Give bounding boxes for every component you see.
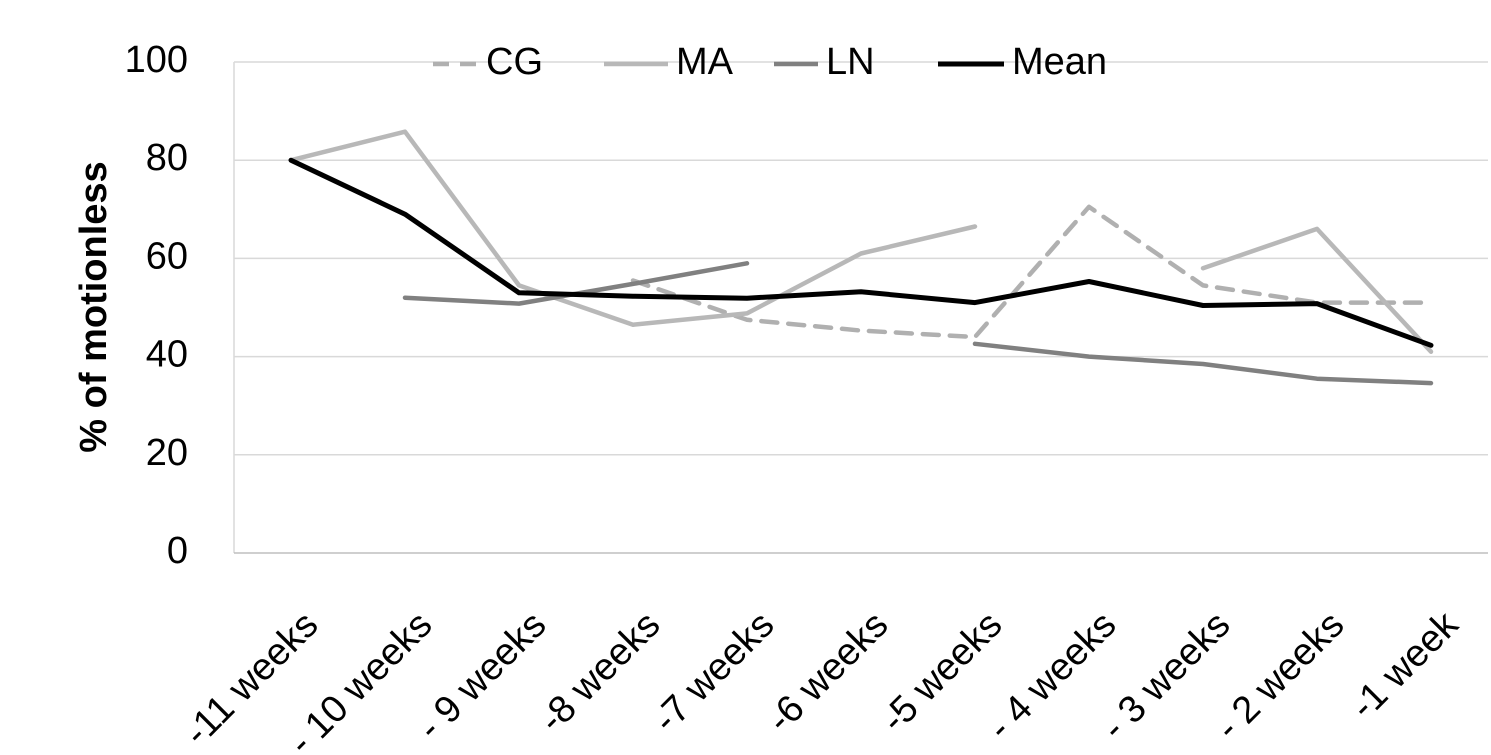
x-tick-label: -8 weeks: [531, 604, 668, 741]
legend-label-mean: Mean: [1012, 41, 1107, 83]
y-tick-label: 80: [146, 137, 188, 179]
series-line-ma: [288, 129, 978, 327]
x-tick-label: -1 week: [1343, 603, 1467, 727]
legend-label-ma: MA: [676, 41, 734, 83]
x-tick-label: -6 weeks: [759, 604, 896, 741]
y-tick-label: 60: [146, 235, 188, 277]
y-tick-labels: 0 20 40 60 80 100: [125, 39, 188, 572]
legend-label-cg: CG: [486, 41, 543, 83]
series-line-mean: [288, 157, 1434, 348]
gridlines: [234, 61, 1488, 456]
legend: CG MA LN Mean: [433, 41, 1107, 83]
y-tick-label: 40: [146, 334, 188, 376]
y-tick-label: 0: [167, 530, 188, 572]
y-tick-label: 20: [146, 432, 188, 474]
legend-label-ln: LN: [826, 41, 875, 83]
axes: [233, 62, 1488, 554]
x-tick-labels: -11 weeks- 10 weeks- 9 weeks-8 weeks-7 w…: [176, 603, 1467, 755]
series-lines: [288, 129, 1434, 386]
y-axis-title: % of motionless: [73, 161, 115, 452]
series-line-cg: [630, 204, 1434, 340]
y-tick-label: 100: [125, 39, 188, 81]
x-tick-label: -7 weeks: [645, 604, 782, 741]
series-line-ln: [972, 341, 1434, 386]
series-line-ma: [1200, 226, 1434, 354]
